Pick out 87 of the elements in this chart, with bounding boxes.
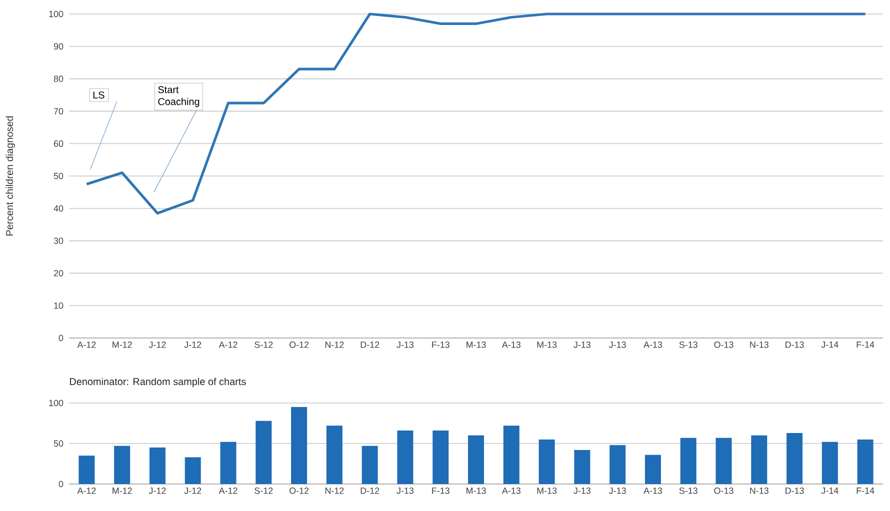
y-axis-title: Percent children diagnosed [6,116,16,236]
bar [326,426,342,484]
x-tick-label: J-12 [148,342,166,348]
x-tick-label: F-14 [856,488,874,494]
x-tick-label: J-14 [821,342,838,348]
bar [857,439,874,484]
y-tick-label: 0 [58,480,64,488]
x-tick-label: A-13 [644,342,662,348]
x-tick-label: N-13 [750,488,768,494]
y-tick-label: 50 [54,172,64,180]
x-tick-label: D-12 [360,488,380,494]
y-tick-label: 50 [54,440,64,447]
x-tick-label: J-12 [184,488,202,494]
x-tick-label: M-13 [537,488,557,494]
y-tick-label: 30 [54,238,64,244]
bar [78,456,95,484]
bar [397,430,414,484]
bar [538,439,555,484]
bar [644,454,661,484]
x-tick-label: J-13 [396,342,414,348]
x-tick-label: M-13 [466,488,486,494]
x-tick-label: F-13 [432,488,450,494]
bar [256,420,272,484]
y-tick-label: 70 [54,108,64,114]
x-tick-label: J-13 [574,488,591,494]
x-tick-label: J-13 [574,342,591,348]
bar [114,446,130,484]
bar [149,448,166,484]
bar [362,446,378,484]
x-tick-label: D-12 [360,342,380,348]
bar [468,435,484,484]
bar [822,442,838,484]
x-tick-label: A-13 [644,488,662,494]
bar [751,435,768,484]
x-tick-label: S-13 [679,488,698,494]
annotation: Start Coaching [158,86,200,108]
x-tick-label: O-12 [290,342,309,348]
x-tick-label: D-13 [786,342,804,348]
x-tick-label: A-12 [218,342,238,348]
x-tick-label: M-12 [112,342,132,348]
x-tick-label: N-12 [325,488,344,494]
x-tick-label: M-12 [112,488,132,494]
y-tick-label: 100 [49,400,64,406]
y-tick-label: 20 [54,270,64,276]
y-tick-label: 10 [54,302,64,309]
bar [786,432,803,484]
x-tick-label: J-13 [608,342,626,348]
x-tick-label: F-14 [856,342,874,348]
y-tick-label: 90 [54,43,64,50]
x-tick-label: D-13 [786,488,804,494]
bar [220,442,236,484]
x-tick-label: N-13 [750,342,768,348]
x-tick-label: J-12 [148,488,166,494]
x-tick-label: J-14 [821,488,838,494]
bar [432,430,449,484]
x-tick-label: F-13 [432,342,450,348]
y-tick-label: 60 [54,140,64,147]
x-tick-label: S-12 [254,488,273,494]
x-tick-label: M-13 [466,342,486,348]
bar [610,445,626,484]
x-tick-label: A-13 [502,488,520,494]
x-tick-label: J-12 [184,342,202,348]
bar [680,438,696,484]
y-tick-label: 100 [49,10,64,18]
x-tick-label: O-13 [714,488,734,494]
bar [716,438,732,484]
x-tick-label: A-12 [77,342,96,348]
x-tick-label: S-12 [254,342,273,348]
x-tick-label: A-12 [218,488,238,494]
bar [291,407,308,484]
x-tick-label: M-13 [537,342,557,348]
x-tick-label: O-13 [714,342,734,348]
x-tick-label: A-12 [77,488,96,494]
chart-title: Denominator: Random sample of charts [70,378,246,388]
x-tick-label: N-12 [325,342,344,348]
x-tick-label: J-13 [608,488,626,494]
x-tick-label: J-13 [396,488,414,494]
annotation: LS [93,91,104,99]
y-tick-label: 80 [54,76,64,82]
x-tick-label: S-13 [679,342,698,348]
bar [184,457,201,484]
bar [503,426,520,484]
bar [574,450,590,484]
x-tick-label: O-12 [290,488,309,494]
y-tick-label: 40 [54,205,64,212]
y-tick-label: 0 [58,334,64,342]
x-tick-label: A-13 [502,342,520,348]
